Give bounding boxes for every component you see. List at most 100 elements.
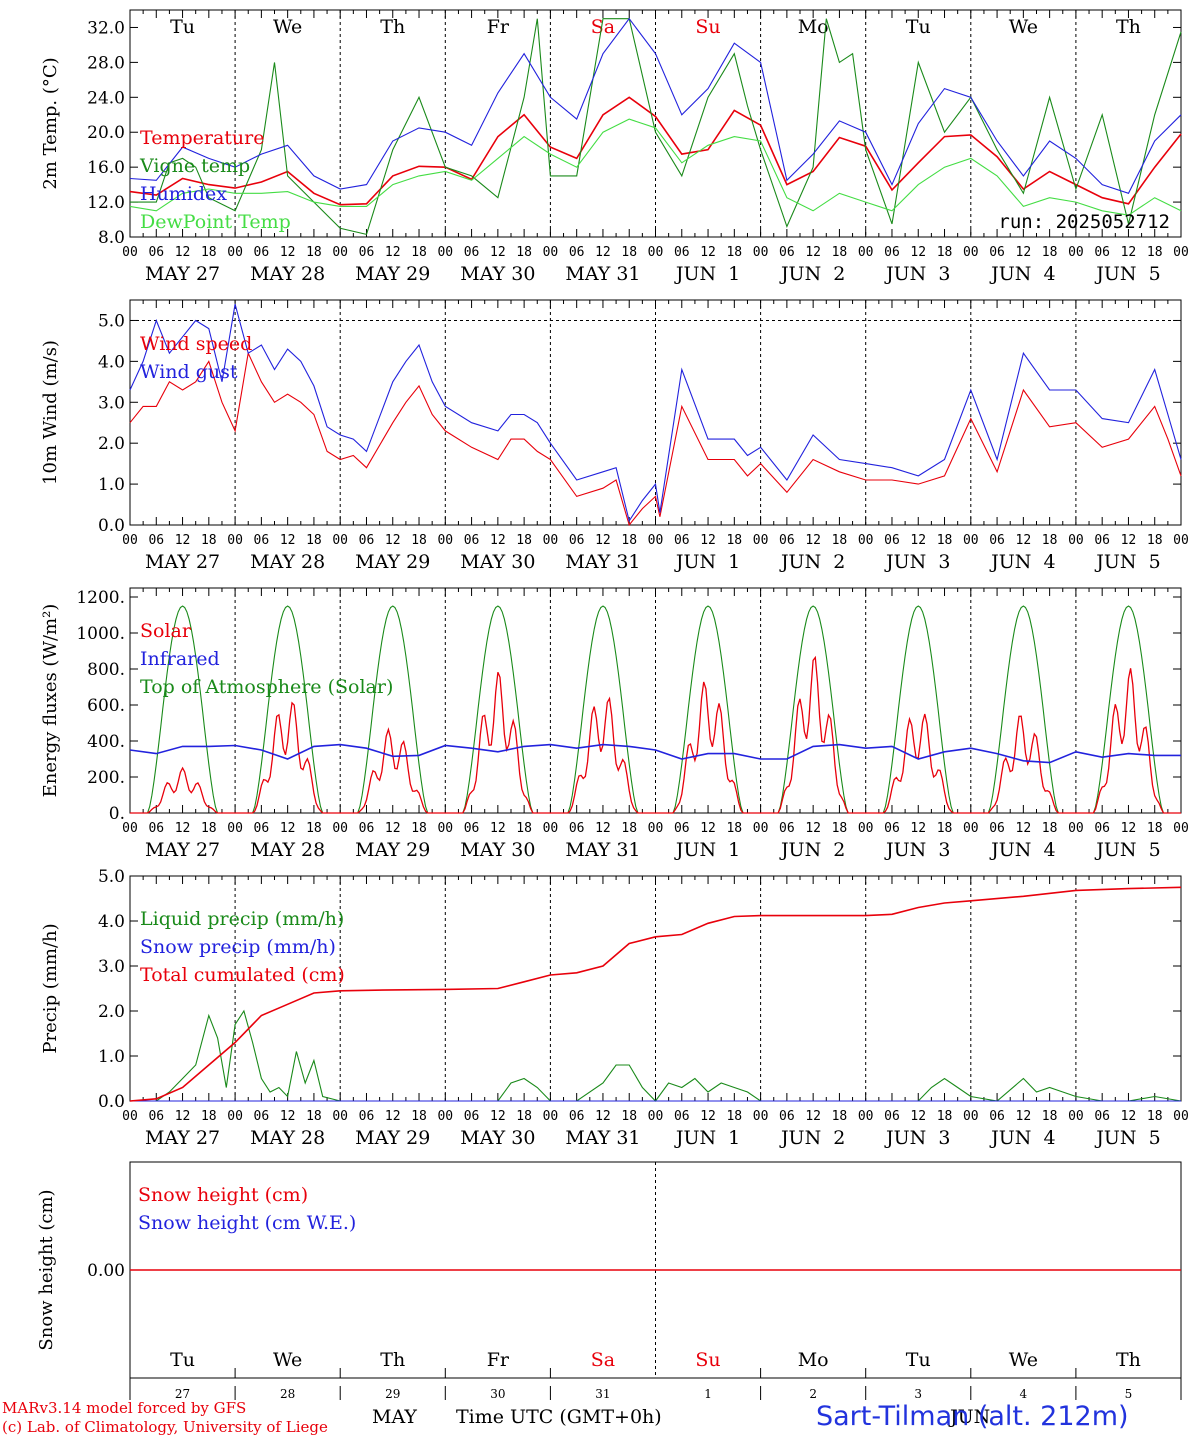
hour-tick-label: 00 — [122, 1109, 138, 1124]
hour-tick-label: 12 — [175, 245, 191, 260]
hour-tick-label: 12 — [490, 821, 506, 836]
weekday-label: Mo — [798, 16, 829, 38]
hour-tick-label: 00 — [753, 1109, 769, 1124]
hour-tick-label: 12 — [805, 1109, 821, 1124]
date-label: JUN 5 — [1094, 839, 1160, 861]
hour-tick-label: 06 — [1094, 245, 1110, 260]
day-number-label: 27 — [175, 1387, 190, 1401]
y-tick-label: 3.0 — [98, 393, 125, 413]
hour-tick-label: 00 — [122, 821, 138, 836]
hour-tick-label: 06 — [779, 1109, 795, 1124]
y-tick-label: 0.00 — [87, 1261, 125, 1281]
hour-tick-label: 06 — [674, 821, 690, 836]
weekday-label: We — [1009, 1349, 1038, 1371]
hour-tick-label: 12 — [700, 1109, 716, 1124]
legend-entry: Humidex — [140, 183, 227, 205]
date-label: MAY 29 — [355, 1127, 430, 1149]
series-humidex — [129, 17, 1182, 194]
date-label: MAY 31 — [565, 1127, 640, 1149]
hour-tick-label: 12 — [175, 821, 191, 836]
hour-tick-label: 00 — [858, 533, 874, 548]
hour-tick-label: 18 — [726, 245, 742, 260]
hour-tick-label: 12 — [910, 245, 926, 260]
y-axis-label: Energy fluxes (W/m²) — [40, 604, 61, 798]
run-annotation: run: 2025052712 — [998, 211, 1170, 233]
hour-tick-label: 12 — [490, 245, 506, 260]
hour-tick-label: 12 — [805, 821, 821, 836]
hour-tick-label: 18 — [1042, 1109, 1058, 1124]
hour-tick-label: 18 — [306, 821, 322, 836]
date-label: MAY 30 — [460, 1127, 535, 1149]
hour-tick-label: 18 — [201, 1109, 217, 1124]
hour-tick-label: 12 — [1016, 821, 1032, 836]
plot-frame — [129, 587, 1182, 814]
hour-tick-label: 12 — [280, 821, 296, 836]
date-label: MAY 31 — [565, 839, 640, 861]
legend-entry: Snow height (cm W.E.) — [138, 1212, 356, 1234]
hour-tick-label: 06 — [464, 533, 480, 548]
hour-tick-label: 18 — [832, 821, 848, 836]
hour-tick-label: 12 — [385, 245, 401, 260]
day-number-label: 4 — [1020, 1387, 1028, 1401]
date-label: MAY 28 — [250, 263, 325, 285]
hour-tick-label: 00 — [543, 245, 559, 260]
day-number-label: 29 — [385, 1387, 400, 1401]
legend-entry: Snow precip (mm/h) — [140, 936, 336, 958]
y-tick-label: 1200. — [76, 588, 125, 608]
hour-tick-label: 06 — [464, 821, 480, 836]
y-tick-label: 28.0 — [87, 53, 125, 73]
hour-tick-label: 18 — [1147, 1109, 1163, 1124]
hour-tick-label: 00 — [753, 245, 769, 260]
hour-tick-label: 12 — [385, 821, 401, 836]
hour-tick-label: 12 — [595, 1109, 611, 1124]
date-label: JUN 4 — [989, 1127, 1055, 1149]
date-label: MAY 29 — [355, 263, 430, 285]
weekday-label: We — [273, 16, 302, 38]
hour-tick-label: 00 — [437, 821, 453, 836]
hour-tick-label: 00 — [332, 533, 348, 548]
hour-tick-label: 18 — [937, 245, 953, 260]
date-label: MAY 28 — [250, 839, 325, 861]
hour-tick-label: 18 — [832, 1109, 848, 1124]
weekday-label: We — [1009, 16, 1038, 38]
hour-tick-label: 18 — [1042, 533, 1058, 548]
series-dewpoint-temp — [129, 118, 1182, 216]
date-label: JUN 2 — [779, 1127, 845, 1149]
y-tick-label: 32.0 — [87, 18, 125, 38]
panel-wind: 00 06 12 18 00 06 12 18 00 06 12 18 00 06 12 18 00 06 12 18… — [40, 299, 1189, 573]
hour-tick-label: 18 — [621, 821, 637, 836]
hour-tick-label: 00 — [227, 1109, 243, 1124]
panel-energy: 00 06 12 18 00 06 12 18 00 06 12 18 00 06 12 18 00 06 12 18… — [40, 587, 1189, 861]
hour-tick-label: 00 — [543, 821, 559, 836]
hour-tick-label: 06 — [1094, 533, 1110, 548]
date-label: MAY 30 — [460, 263, 535, 285]
hour-tick-label: 18 — [937, 1109, 953, 1124]
weekday-label: Sa — [591, 1349, 615, 1371]
legend-entry: Total cumulated (cm) — [140, 964, 345, 986]
legend-entry: Wind gust — [140, 361, 238, 383]
panel-temperature: 00 06 12 18 00 06 12 18 00 06 12 18 00 06 12 18 00 06 12 18… — [40, 9, 1189, 285]
hour-tick-label: 18 — [201, 821, 217, 836]
date-label: JUN 3 — [884, 1127, 950, 1149]
hour-tick-label: 12 — [280, 1109, 296, 1124]
hour-tick-label: 06 — [148, 533, 164, 548]
date-label: MAY 27 — [145, 551, 220, 573]
weekday-label: Tu — [906, 1349, 931, 1371]
y-tick-label: 1000. — [76, 624, 125, 644]
hour-tick-label: 12 — [700, 245, 716, 260]
hour-tick-label: 06 — [359, 821, 375, 836]
hour-tick-label: 00 — [122, 533, 138, 548]
hour-tick-label: 00 — [753, 533, 769, 548]
hour-tick-label: 12 — [280, 245, 296, 260]
hour-tick-label: 18 — [1147, 533, 1163, 548]
hour-tick-label: 06 — [254, 245, 270, 260]
date-label: JUN 3 — [884, 263, 950, 285]
date-label: MAY 30 — [460, 551, 535, 573]
hour-tick-label: 06 — [359, 533, 375, 548]
y-tick-label: 8.0 — [98, 228, 125, 248]
day-number-label: 5 — [1125, 1387, 1133, 1401]
date-label: JUN 2 — [779, 551, 845, 573]
date-label: JUN 3 — [884, 551, 950, 573]
weekday-label: Tu — [906, 16, 931, 38]
weekday-label: We — [273, 1349, 302, 1371]
